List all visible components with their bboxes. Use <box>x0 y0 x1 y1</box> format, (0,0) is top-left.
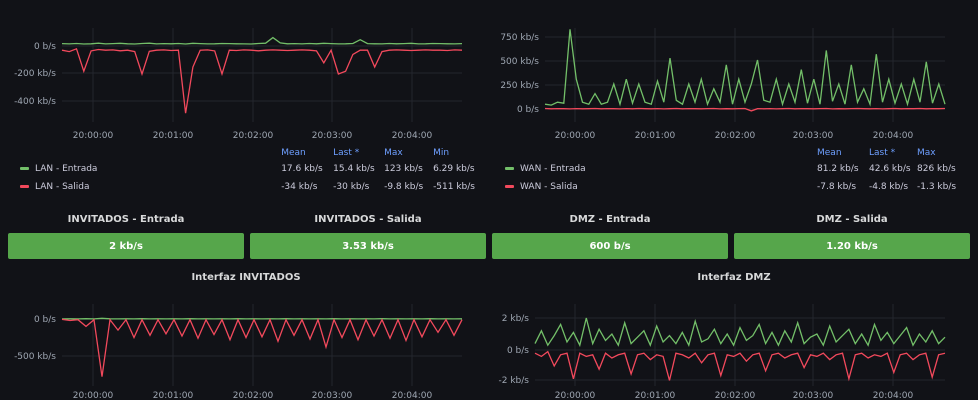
series-swatch <box>20 167 29 170</box>
legend-value: 826 kb/s <box>917 164 956 174</box>
series-line-salida[interactable] <box>534 350 946 382</box>
stat-title-invitados-entrada: INVITADOS - Entrada <box>67 214 185 225</box>
series-line-entrada[interactable] <box>534 317 946 348</box>
legend-value: 15.4 kb/s <box>333 164 375 174</box>
legend-value: 42.6 kb/s <box>869 164 911 174</box>
series-line-entrada[interactable] <box>61 36 463 45</box>
x-tick-label: 20:01:00 <box>153 391 194 400</box>
stat-invitados-salida[interactable]: 3.53 kb/s <box>250 233 486 259</box>
wan-legend: Mean Last * Max WAN - Entrada 81.2 kb/s … <box>505 146 965 196</box>
y-tick-label: 750 kb/s <box>500 33 539 43</box>
legend-value: -9.8 kb/s <box>384 182 424 192</box>
y-tick-label: 0 b/s <box>507 346 529 356</box>
x-tick-label: 20:03:00 <box>312 131 353 141</box>
series-line-salida[interactable] <box>544 107 946 112</box>
series-line-salida[interactable] <box>61 317 463 377</box>
legend-row[interactable]: WAN - Salida -7.8 kb/s -4.8 kb/s -1.3 kb… <box>505 178 965 196</box>
series-line-salida[interactable] <box>61 47 463 114</box>
x-tick-label: 20:04:00 <box>392 391 433 400</box>
legend-series-name[interactable]: LAN - Entrada <box>35 164 98 174</box>
series-swatch <box>20 185 29 188</box>
legend-value: -34 kb/s <box>281 182 318 192</box>
dmz-traffic-chart[interactable]: 2 kb/s 0 b/s -2 kb/s 20:00:00 20:01:00 20:02:… <box>490 300 960 400</box>
x-tick-label: 20:02:00 <box>233 131 274 141</box>
x-tick-label: 20:00:00 <box>73 131 114 141</box>
x-tick-label: 20:01:00 <box>635 131 676 141</box>
legend-series-name[interactable]: WAN - Salida <box>520 182 578 192</box>
panel-title-invitados: Interfaz INVITADOS <box>191 272 301 283</box>
x-tick-label: 20:00:00 <box>555 391 596 400</box>
series-swatch <box>505 185 514 188</box>
legend-row[interactable]: LAN - Entrada 17.6 kb/s 15.4 kb/s 123 kb… <box>20 160 475 178</box>
stat-title-dmz-salida: DMZ - Salida <box>816 214 888 225</box>
x-tick-label: 20:04:00 <box>392 131 433 141</box>
x-tick-label: 20:02:00 <box>233 391 274 400</box>
x-tick-label: 20:02:00 <box>715 391 756 400</box>
legend-row[interactable]: LAN - Salida -34 kb/s -30 kb/s -9.8 kb/s… <box>20 178 475 196</box>
x-tick-label: 20:03:00 <box>793 391 834 400</box>
series-line-entrada[interactable] <box>544 29 946 107</box>
series-swatch <box>505 167 514 170</box>
stat-title-invitados-salida: INVITADOS - Salida <box>314 214 422 225</box>
x-tick-label: 20:03:00 <box>312 391 353 400</box>
legend-value: -511 kb/s <box>433 182 475 192</box>
legend-header-max[interactable]: Max <box>917 148 936 158</box>
x-tick-label: 20:01:00 <box>635 391 676 400</box>
legend-row[interactable]: WAN - Entrada 81.2 kb/s 42.6 kb/s 826 kb… <box>505 160 965 178</box>
stat-dmz-entrada[interactable]: 600 b/s <box>492 233 728 259</box>
legend-value: -1.3 kb/s <box>917 182 957 192</box>
legend-value: 81.2 kb/s <box>817 164 859 174</box>
wan-traffic-chart[interactable]: 750 kb/s 500 kb/s 250 kb/s 0 b/s 20:00:00 20:… <box>490 20 960 150</box>
legend-header-mean[interactable]: Mean <box>281 148 306 158</box>
stat-invitados-entrada[interactable]: 2 kb/s <box>8 233 244 259</box>
y-tick-label: -500 kb/s <box>14 352 56 362</box>
legend-header-last[interactable]: Last * <box>333 148 360 158</box>
y-tick-label: 0 b/s <box>34 42 56 52</box>
y-tick-label: -2 kb/s <box>499 376 530 386</box>
legend-value: -30 kb/s <box>333 182 370 192</box>
panel-title-dmz: Interfaz DMZ <box>697 272 771 283</box>
invitados-traffic-chart[interactable]: 0 b/s -500 kb/s 20:00:00 20:01:00 20:02:00 20… <box>0 300 470 400</box>
x-tick-label: 20:00:00 <box>555 131 596 141</box>
legend-series-name[interactable]: WAN - Entrada <box>520 164 586 174</box>
lan-legend: Mean Last * Max Min LAN - Entrada 17.6 k… <box>20 146 475 196</box>
legend-value: 123 kb/s <box>384 164 423 174</box>
y-tick-label: 0 b/s <box>34 315 56 325</box>
series-line-entrada[interactable] <box>61 317 463 320</box>
x-tick-label: 20:04:00 <box>873 131 914 141</box>
lan-traffic-chart[interactable]: 0 b/s -200 kb/s -400 kb/s 20:00:00 20:01:00 2… <box>0 20 470 150</box>
y-tick-label: 250 kb/s <box>500 81 539 91</box>
y-tick-label: -200 kb/s <box>14 69 56 79</box>
y-tick-label: 2 kb/s <box>502 314 530 324</box>
stat-title-dmz-entrada: DMZ - Entrada <box>569 214 651 225</box>
x-tick-label: 20:01:00 <box>153 131 194 141</box>
legend-value: -4.8 kb/s <box>869 182 909 192</box>
x-tick-label: 20:00:00 <box>73 391 114 400</box>
x-tick-label: 20:03:00 <box>793 131 834 141</box>
x-tick-label: 20:04:00 <box>873 391 914 400</box>
legend-header-last[interactable]: Last * <box>869 148 896 158</box>
legend-header-min[interactable]: Min <box>433 148 450 158</box>
stat-dmz-salida[interactable]: 1.20 kb/s <box>734 233 970 259</box>
y-tick-label: 500 kb/s <box>500 57 539 67</box>
y-tick-label: 0 b/s <box>517 105 539 115</box>
legend-series-name[interactable]: LAN - Salida <box>35 182 90 192</box>
legend-value: 6.29 kb/s <box>433 164 475 174</box>
legend-header-mean[interactable]: Mean <box>817 148 842 158</box>
legend-value: -7.8 kb/s <box>817 182 857 192</box>
legend-value: 17.6 kb/s <box>281 164 323 174</box>
x-tick-label: 20:02:00 <box>715 131 756 141</box>
legend-header-max[interactable]: Max <box>384 148 403 158</box>
y-tick-label: -400 kb/s <box>14 97 56 107</box>
